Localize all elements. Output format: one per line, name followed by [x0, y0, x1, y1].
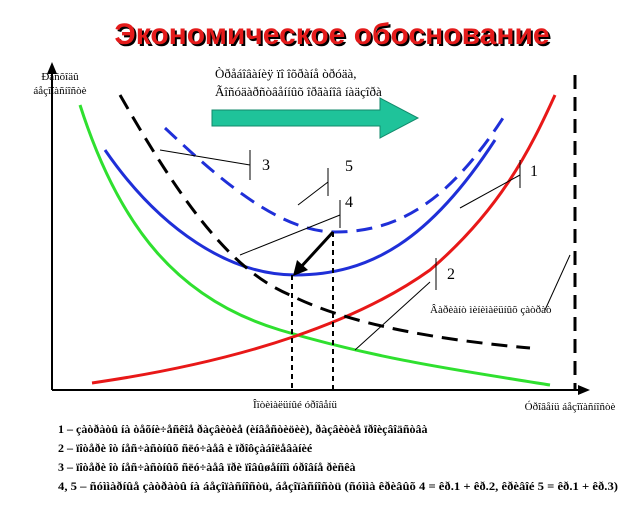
curve-4 — [103, 139, 497, 277]
curve-3 — [118, 94, 531, 350]
curve-2 — [78, 104, 551, 387]
curve-5 — [163, 114, 507, 234]
x-arrow — [578, 385, 590, 395]
title: Экономическое обоснование — [114, 18, 549, 51]
y-arrow — [47, 62, 57, 74]
title-shadow: Экономическое обоснование — [116, 20, 551, 53]
legend-item: 2 – ïîòåðè îò íåñ÷àñòíûõ ñëó÷àåâ è ïðîôç… — [58, 441, 313, 455]
axes — [51, 70, 582, 391]
x-label: Óðîâåíü áåçîïàñíîñòè — [525, 401, 616, 413]
curve-label: 1 — [530, 163, 538, 180]
legend-item: 4, 5 – ñóììàðíûå çàòðàòû íà áåçîïàñíîñòü… — [58, 479, 618, 493]
legend-item: 1 – çàòðàòû íà òåõíè÷åñêîå ðàçâèòèå (èíâ… — [58, 422, 428, 436]
shift-arrow — [298, 230, 335, 270]
variant-label: Âàðèàíò ìèíèìàëüíûõ çàòðàò — [430, 304, 552, 316]
y-label: áåçîïàñíîñòè — [33, 85, 86, 97]
curve-1 — [91, 94, 557, 385]
direction-arrow — [211, 97, 420, 139]
optimum-label: Îïòèìàëüíûé óðîâåíü — [253, 399, 337, 411]
requirements: Òðåáîâàíèÿ ïî îõðàíå òðóäà, — [215, 66, 357, 81]
leaders — [159, 149, 571, 351]
requirements: Ãîñóäàðñòâåííûõ îðãàíîâ íàäçîðà — [215, 84, 382, 99]
curve-label: 2 — [447, 266, 455, 283]
curve-label: 3 — [262, 157, 270, 174]
y-label: Ðàñõîäû — [41, 71, 79, 83]
legend-item: 3 – ïîòåðè îò íåñ÷àñòíûõ ñëó÷àåâ ïðè ïîâ… — [58, 460, 356, 474]
curve-label: 5 — [345, 158, 353, 175]
curve-label: 4 — [345, 194, 353, 211]
shift-arrow-head — [293, 260, 308, 276]
